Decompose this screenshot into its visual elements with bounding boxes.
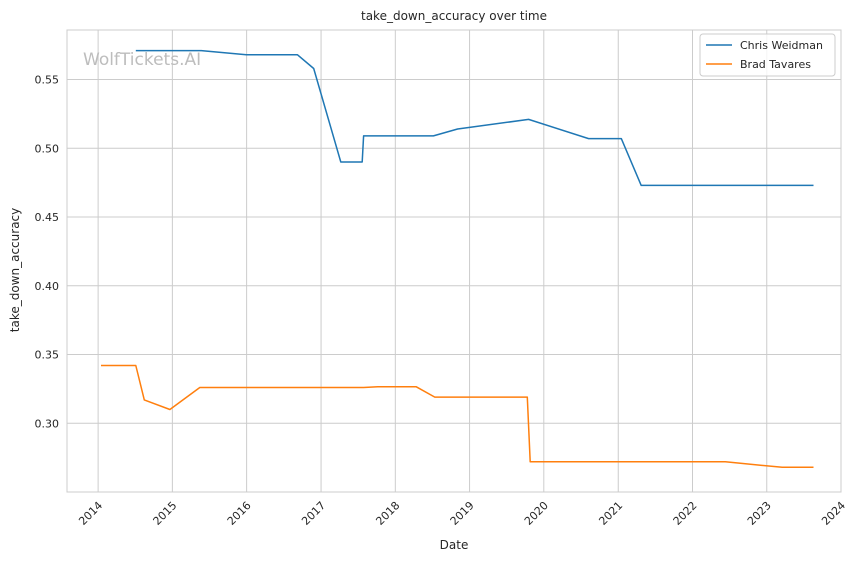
y-axis-title: take_down_accuracy [8, 208, 22, 332]
x-axis-title: Date [440, 538, 469, 552]
legend: Chris Weidman Brad Tavares [699, 33, 836, 77]
series-line-chris-weidman [135, 49, 814, 187]
plot-frame [66, 29, 842, 493]
watermark: WolfTickets.AI [83, 50, 201, 70]
y-tick-label: 0.35 [35, 349, 60, 362]
y-tick-label: 0.40 [35, 280, 60, 293]
grid [67, 30, 842, 492]
series-line-brad-tavares [101, 364, 814, 469]
legend-label-brad-tavares: Brad Tavares [740, 58, 811, 71]
y-tick-label: 0.45 [35, 211, 60, 224]
series-layer [101, 49, 814, 469]
chart-title: take_down_accuracy over time [361, 9, 547, 23]
y-tick-label: 0.50 [35, 142, 60, 155]
legend-box [699, 33, 836, 77]
y-tick-label: 0.55 [35, 74, 60, 87]
legend-label-chris-weidman: Chris Weidman [740, 39, 823, 52]
y-tick-label: 0.30 [35, 417, 60, 430]
